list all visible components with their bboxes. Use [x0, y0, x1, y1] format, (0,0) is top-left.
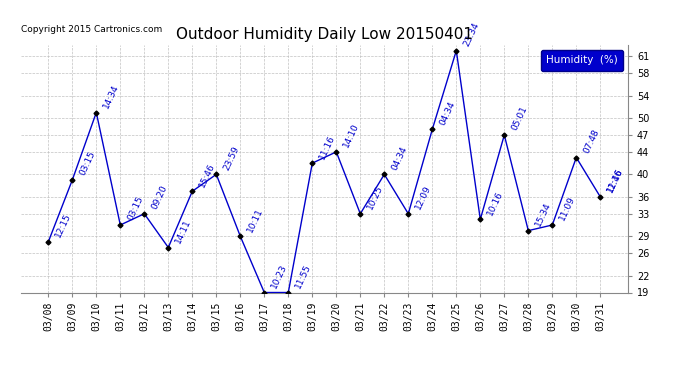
Text: 10:11: 10:11 — [246, 206, 265, 234]
Text: 10:16: 10:16 — [486, 189, 505, 217]
Title: Outdoor Humidity Daily Low 20150401: Outdoor Humidity Daily Low 20150401 — [176, 27, 473, 42]
Text: 07:48: 07:48 — [582, 128, 601, 155]
Text: 14:10: 14:10 — [342, 122, 361, 149]
Text: 23:59: 23:59 — [222, 144, 241, 172]
Text: 03:15: 03:15 — [126, 195, 145, 222]
Text: 14:34: 14:34 — [102, 83, 121, 110]
Text: 04:34: 04:34 — [390, 145, 409, 172]
Text: 23:34: 23:34 — [462, 21, 481, 48]
Text: 12:09: 12:09 — [414, 184, 433, 211]
Text: 11:46: 11:46 — [606, 167, 625, 194]
Text: 14:11: 14:11 — [174, 217, 193, 245]
Text: 12:16: 12:16 — [606, 167, 625, 194]
Text: 04:34: 04:34 — [438, 100, 457, 127]
Text: 15:46: 15:46 — [198, 161, 217, 189]
Text: Copyright 2015 Cartronics.com: Copyright 2015 Cartronics.com — [21, 25, 162, 34]
Text: 11:09: 11:09 — [558, 195, 577, 222]
Text: 09:20: 09:20 — [150, 184, 169, 211]
Text: 10:23: 10:23 — [270, 262, 289, 290]
Text: 10:25: 10:25 — [366, 184, 385, 211]
Text: 11:55: 11:55 — [294, 262, 313, 290]
Text: 05:01: 05:01 — [510, 105, 529, 132]
Text: 03:15: 03:15 — [78, 150, 97, 177]
Legend: Humidity  (%): Humidity (%) — [540, 50, 622, 70]
Text: 12:15: 12:15 — [54, 212, 73, 239]
Text: 11:16: 11:16 — [318, 133, 337, 160]
Text: 15:34: 15:34 — [534, 201, 553, 228]
